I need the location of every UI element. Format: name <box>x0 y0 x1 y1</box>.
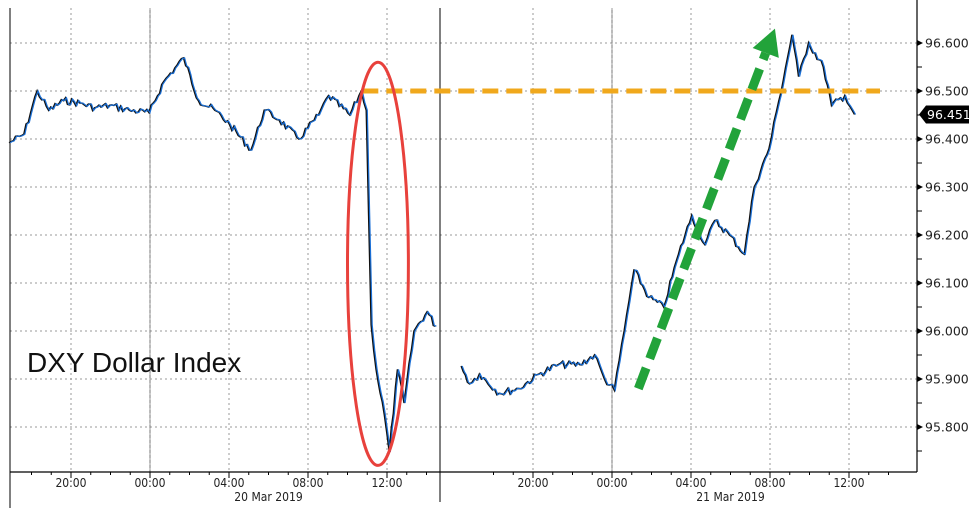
grid <box>10 8 917 472</box>
series-layer <box>8 34 857 453</box>
y-tick-marker <box>917 280 923 286</box>
y-tick-marker <box>917 328 923 334</box>
y-tick-label: 96.400 <box>925 132 969 147</box>
y-tick-label: 96.100 <box>925 276 969 291</box>
x-tick-label: 08:00 <box>292 476 323 490</box>
y-tick-label: 96.000 <box>925 324 969 339</box>
annotations <box>346 28 880 467</box>
x-axis: 20:00 00:00 04:00 08:00 12:00 20:00 00:00 04:00… <box>31 472 889 504</box>
x-tick-label: 00:00 <box>596 476 627 490</box>
x-tick-label: 00:00 <box>134 476 165 490</box>
date-label: 21 Mar 2019 <box>696 490 765 504</box>
x-tick-label: 20:00 <box>55 476 86 490</box>
y-tick-marker <box>917 424 923 430</box>
y-tick-label: 96.300 <box>925 180 969 195</box>
price-line-shadow <box>8 56 436 453</box>
price-line <box>461 34 857 396</box>
arrow-shaft <box>634 51 770 391</box>
price-line <box>9 57 437 453</box>
date-label: 20 Mar 2019 <box>234 490 303 504</box>
y-tick-marker <box>917 136 923 142</box>
axes-frame <box>9 0 918 508</box>
arrow-head-icon <box>752 28 779 58</box>
y-tick-marker <box>917 232 923 238</box>
x-tick-label: 08:00 <box>754 476 785 490</box>
y-tick-label: 95.900 <box>925 372 969 387</box>
highlight-ellipse <box>346 60 410 467</box>
last-price-label: 96.451 <box>927 107 971 122</box>
y-axis: 95.800 95.900 96.000 96.100 96.200 96.300 96.4… <box>917 36 969 452</box>
y-tick-label: 96.600 <box>925 36 969 51</box>
y-tick-label: 96.500 <box>925 84 969 99</box>
y-tick-marker <box>917 184 923 190</box>
x-tick-label: 12:00 <box>371 476 402 490</box>
x-tick-label: 20:00 <box>517 476 548 490</box>
last-price-badge: 96.451 <box>919 105 971 124</box>
chart-title: DXY Dollar Index <box>27 347 241 378</box>
x-tick-label: 12:00 <box>833 476 864 490</box>
y-tick-marker <box>917 40 923 46</box>
y-tick-label: 95.800 <box>925 420 969 435</box>
x-tick-label: 04:00 <box>675 476 706 490</box>
y-tick-marker <box>917 376 923 382</box>
y-tick-marker <box>917 88 923 94</box>
x-tick-label: 04:00 <box>213 476 244 490</box>
y-tick-label: 96.200 <box>925 228 969 243</box>
